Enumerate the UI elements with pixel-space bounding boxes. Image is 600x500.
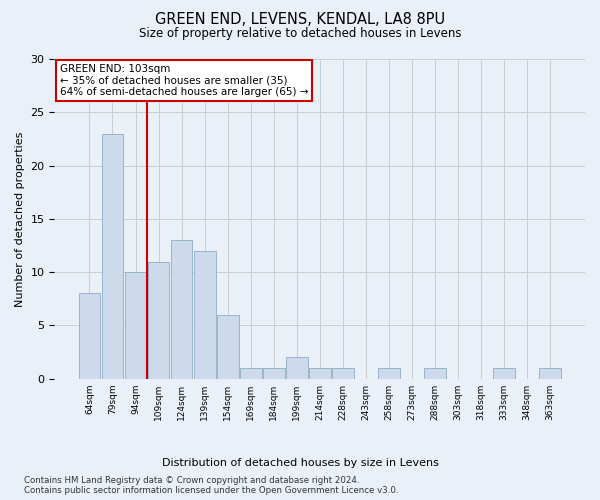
Bar	[239, 368, 262, 379]
Bar	[194, 251, 215, 379]
Bar	[79, 294, 100, 379]
Bar	[148, 262, 169, 379]
Bar	[101, 134, 124, 379]
Text: Distribution of detached houses by size in Levens: Distribution of detached houses by size …	[161, 458, 439, 468]
Text: Size of property relative to detached houses in Levens: Size of property relative to detached ho…	[139, 28, 461, 40]
Text: GREEN END: 103sqm
← 35% of detached houses are smaller (35)
64% of semi-detached: GREEN END: 103sqm ← 35% of detached hous…	[60, 64, 308, 97]
Bar	[217, 315, 239, 379]
Text: GREEN END, LEVENS, KENDAL, LA8 8PU: GREEN END, LEVENS, KENDAL, LA8 8PU	[155, 12, 445, 28]
Bar	[493, 368, 515, 379]
Bar	[286, 358, 308, 379]
Bar	[332, 368, 353, 379]
Bar	[125, 272, 146, 379]
Bar	[263, 368, 284, 379]
Bar	[170, 240, 193, 379]
Bar	[309, 368, 331, 379]
Bar	[378, 368, 400, 379]
Y-axis label: Number of detached properties: Number of detached properties	[15, 131, 25, 306]
Text: Contains HM Land Registry data © Crown copyright and database right 2024.
Contai: Contains HM Land Registry data © Crown c…	[24, 476, 398, 495]
Bar	[539, 368, 561, 379]
Bar	[424, 368, 446, 379]
